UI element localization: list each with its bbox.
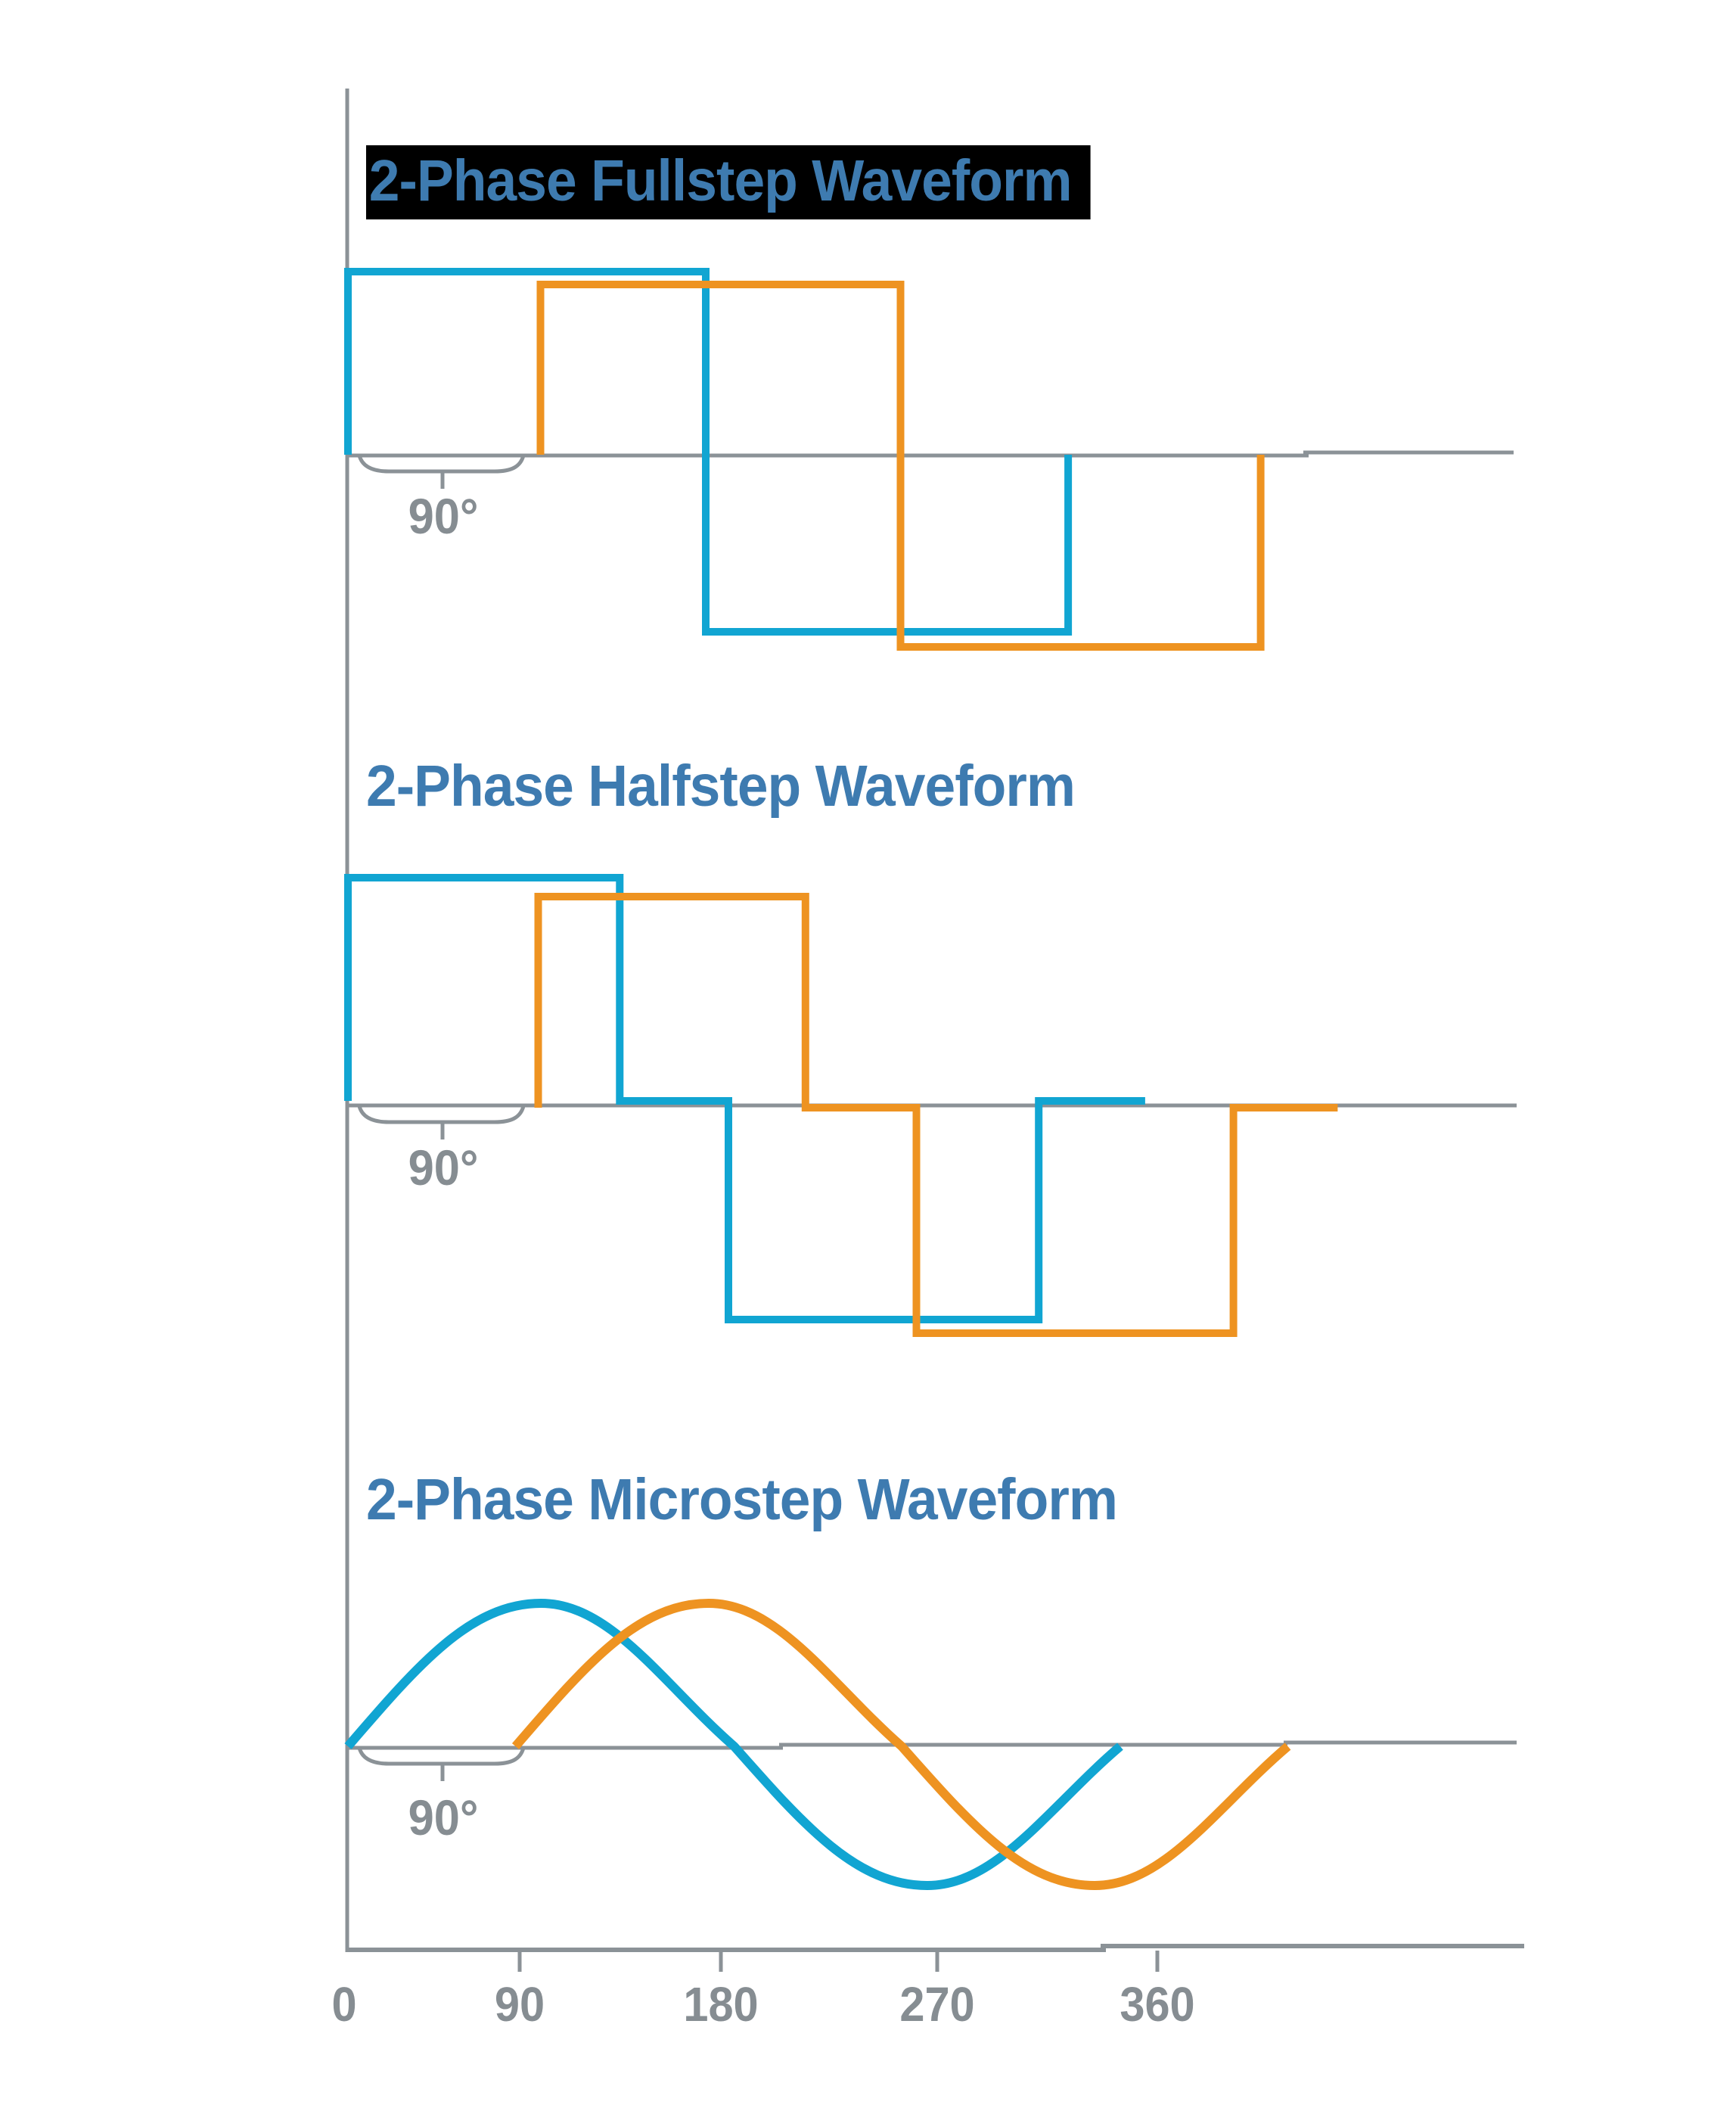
microstep-title: 2-Phase Microstep Waveform xyxy=(366,1467,1118,1532)
halfstep-traces xyxy=(344,874,1338,1337)
axes xyxy=(345,89,1524,1972)
halfstep-90deg-brace xyxy=(357,1105,526,1139)
microstep-phase-a-trace xyxy=(344,1598,1123,1891)
fullstep-phase-a-trace xyxy=(344,268,1073,636)
fullstep-title: 2-Phase Fullstep Waveform xyxy=(366,145,1091,219)
microstep-phase-offset-label: 90° xyxy=(408,1789,479,1845)
fullstep-traces xyxy=(344,268,1265,651)
x-tick-label-360: 360 xyxy=(1120,1977,1195,2032)
x-tick-label-90: 90 xyxy=(494,1977,545,2032)
halfstep-phase-offset-label: 90° xyxy=(408,1139,479,1195)
phase-offset-braces xyxy=(357,455,526,1781)
microstep-90deg-brace xyxy=(357,1747,526,1781)
fullstep-phase-b-trace xyxy=(536,281,1265,651)
fullstep-title-text: 2-Phase Fullstep Waveform xyxy=(368,148,1073,213)
halfstep-phase-b-trace xyxy=(534,893,1338,1337)
x-tick-label-180: 180 xyxy=(683,1977,759,2032)
microstep-phase-b-trace xyxy=(511,1598,1291,1891)
halfstep-phase-a-trace xyxy=(344,874,1145,1323)
halfstep-title: 2-Phase Halfstep Waveform xyxy=(366,754,1076,819)
fullstep-90deg-brace xyxy=(357,455,526,489)
fullstep-title-highlight: 2-Phase Fullstep Waveform xyxy=(366,145,1091,219)
microstep-traces xyxy=(344,1598,1291,1891)
fullstep-phase-offset-label: 90° xyxy=(408,488,479,544)
x-tick-label-270: 270 xyxy=(899,1977,975,2032)
x-tick-label-0: 0 xyxy=(331,1977,357,2032)
